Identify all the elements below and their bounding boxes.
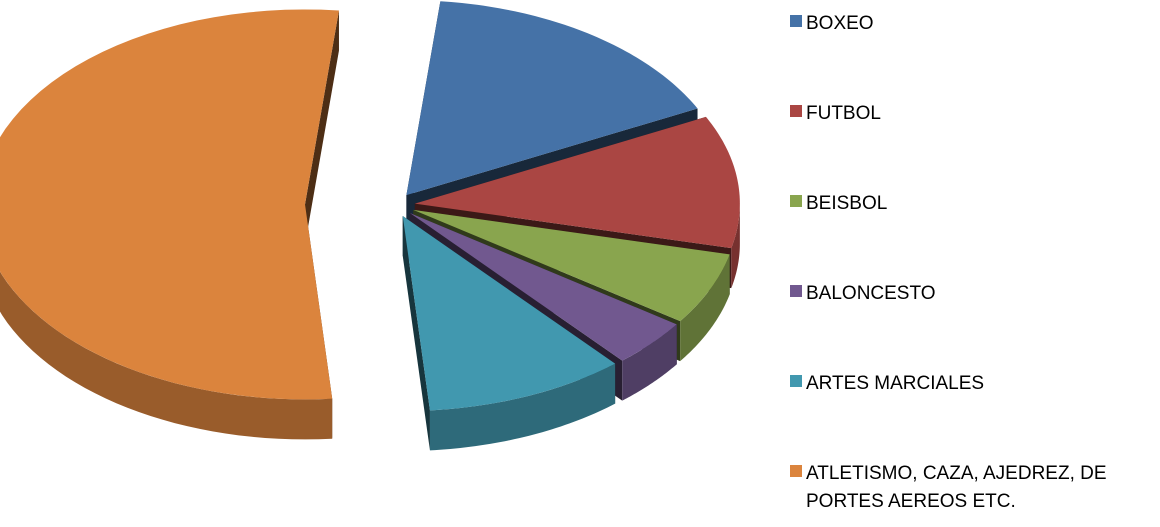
legend-label-line: BALONCESTO <box>806 283 936 304</box>
legend-item-artes-marciales: ARTES MARCIALES <box>790 370 1156 398</box>
legend-item-atletismo-caza-ajedrez-deportes-aereos-etc: ATLETISMO, CAZA, AJEDREZ, DE PORTES AEREO… <box>790 460 1156 516</box>
pie-slice-futbol <box>414 116 740 249</box>
pie-slice-outer-wall <box>731 203 740 289</box>
pie-slice-wall <box>402 216 430 451</box>
pie-slice-outer-wall <box>622 324 677 401</box>
pie-chart-area <box>0 1 740 451</box>
pie-slice-atletismo-caza-ajedrez-deportes-aereos-etc <box>0 9 339 400</box>
legend-swatch <box>790 105 802 117</box>
pie-slice-artes-marciales <box>402 216 616 411</box>
legend-label: BALONCESTO <box>806 280 1156 308</box>
pie-slice-outer-wall <box>429 363 616 451</box>
legend-label: BEISBOL <box>806 190 1156 218</box>
legend-item-futbol: FUTBOL <box>790 100 1156 128</box>
pie-slice-outer-wall <box>0 271 333 440</box>
legend-swatch <box>790 465 802 477</box>
pie-slice-outer-wall <box>680 254 730 362</box>
legend-label-line: BOXEO <box>806 13 874 34</box>
legend-swatch <box>790 15 802 27</box>
legend-swatch <box>790 195 802 207</box>
legend: BOXEO FUTBOL BEISBOL BALONCESTO ARTES MARCIA… <box>790 0 1160 522</box>
legend-label: ARTES MARCIALES <box>806 370 1156 398</box>
legend-label-line: ATLETISMO, CAZA, AJEDREZ, DE <box>806 463 1107 484</box>
legend-swatch <box>790 375 802 387</box>
legend-label-line: PORTES AEREOS ETC. <box>806 491 1016 512</box>
pie-slice-wall <box>305 10 339 245</box>
legend-label-line: ARTES MARCIALES <box>806 373 985 394</box>
legend-label: FUTBOL <box>806 100 1156 128</box>
pie-slice-boxeo <box>406 1 698 196</box>
legend-label-line: BEISBOL <box>806 193 888 214</box>
legend-swatch <box>790 285 802 297</box>
legend-item-beisbol: BEISBOL <box>790 190 1156 218</box>
pie-slice-baloncesto <box>409 213 677 361</box>
pie-slice-beisbol <box>413 209 730 322</box>
legend-item-baloncesto: BALONCESTO <box>790 280 1156 308</box>
legend-label: ATLETISMO, CAZA, AJEDREZ, DE PORTES AEREO… <box>806 460 1156 516</box>
legend-label: BOXEO <box>806 10 1156 38</box>
pie-chart <box>0 1 740 451</box>
legend-item-boxeo: BOXEO <box>790 10 1156 38</box>
legend-label-line: FUTBOL <box>806 103 881 124</box>
